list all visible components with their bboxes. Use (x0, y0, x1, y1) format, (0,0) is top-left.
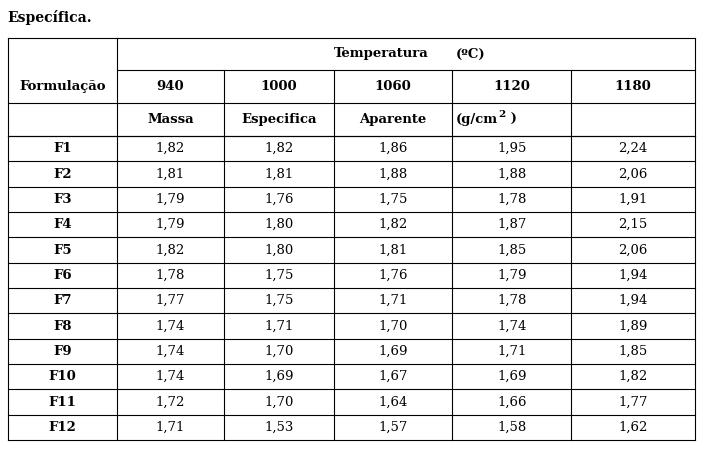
Text: 1,79: 1,79 (497, 269, 527, 282)
Text: 1,88: 1,88 (497, 167, 527, 180)
Text: F3: F3 (53, 193, 72, 206)
Text: 1,91: 1,91 (619, 193, 648, 206)
Text: 1,81: 1,81 (264, 167, 294, 180)
Text: 1,69: 1,69 (264, 370, 294, 383)
Text: 1,71: 1,71 (497, 345, 527, 358)
Text: F1: F1 (53, 142, 72, 155)
Text: 1,85: 1,85 (619, 345, 647, 358)
Text: 1120: 1120 (494, 80, 530, 93)
Text: 1,76: 1,76 (264, 193, 294, 206)
Text: 1,66: 1,66 (497, 396, 527, 409)
Text: 1,69: 1,69 (497, 370, 527, 383)
Text: 940: 940 (157, 80, 184, 93)
Text: F10: F10 (49, 370, 76, 383)
Text: 1,53: 1,53 (264, 421, 294, 434)
Text: F8: F8 (53, 320, 72, 333)
Text: Massa: Massa (147, 113, 194, 126)
Text: 1,62: 1,62 (619, 421, 648, 434)
Text: 1,74: 1,74 (156, 320, 185, 333)
Text: 1,77: 1,77 (619, 396, 648, 409)
Text: 1,75: 1,75 (264, 294, 294, 307)
Text: 1,82: 1,82 (378, 218, 408, 231)
Text: F9: F9 (53, 345, 72, 358)
Text: 1,94: 1,94 (619, 269, 648, 282)
Text: (g/cm: (g/cm (456, 113, 498, 126)
Text: (ºC): (ºC) (456, 48, 486, 61)
Text: 1,95: 1,95 (497, 142, 527, 155)
Text: 1,81: 1,81 (378, 243, 408, 256)
Text: 1,82: 1,82 (156, 243, 185, 256)
Text: Aparente: Aparente (359, 113, 427, 126)
Text: 1,74: 1,74 (156, 370, 185, 383)
Text: 1,80: 1,80 (264, 218, 294, 231)
Text: 1,82: 1,82 (156, 142, 185, 155)
Text: 2,06: 2,06 (619, 167, 648, 180)
Text: 1,79: 1,79 (156, 193, 185, 206)
Text: 1,87: 1,87 (497, 218, 527, 231)
Text: 1,80: 1,80 (264, 243, 294, 256)
Text: 1,70: 1,70 (378, 320, 408, 333)
Text: 1,64: 1,64 (378, 396, 408, 409)
Text: 2,24: 2,24 (619, 142, 647, 155)
Text: 1,82: 1,82 (619, 370, 647, 383)
Text: 1,71: 1,71 (156, 421, 185, 434)
Text: 1,75: 1,75 (378, 193, 408, 206)
Text: 2: 2 (498, 110, 505, 119)
Text: 1,70: 1,70 (264, 396, 294, 409)
Text: ): ) (506, 113, 517, 126)
Text: Específica.: Específica. (7, 10, 91, 25)
Text: 1000: 1000 (261, 80, 297, 93)
Text: 1,58: 1,58 (497, 421, 527, 434)
Text: 1,70: 1,70 (264, 345, 294, 358)
Text: 1,89: 1,89 (619, 320, 648, 333)
Text: 1,57: 1,57 (378, 421, 408, 434)
Text: 1,71: 1,71 (264, 320, 294, 333)
Text: 1,82: 1,82 (264, 142, 294, 155)
Text: 1,86: 1,86 (378, 142, 408, 155)
Text: 1,67: 1,67 (378, 370, 408, 383)
Text: 2,15: 2,15 (619, 218, 647, 231)
Text: 1,94: 1,94 (619, 294, 648, 307)
Text: Temperatura: Temperatura (333, 48, 428, 61)
Text: Formulação: Formulação (19, 80, 105, 93)
Text: 1,74: 1,74 (156, 345, 185, 358)
Text: 1,88: 1,88 (378, 167, 408, 180)
Text: F5: F5 (53, 243, 72, 256)
Text: F12: F12 (49, 421, 76, 434)
Text: 1,85: 1,85 (497, 243, 527, 256)
Text: 2,06: 2,06 (619, 243, 648, 256)
Text: 1,75: 1,75 (264, 269, 294, 282)
Text: 1,69: 1,69 (378, 345, 408, 358)
Text: 1,81: 1,81 (156, 167, 185, 180)
Text: 1,74: 1,74 (497, 320, 527, 333)
Text: 1,72: 1,72 (156, 396, 185, 409)
Text: 1,71: 1,71 (378, 294, 408, 307)
Text: F2: F2 (53, 167, 72, 180)
Text: 1180: 1180 (615, 80, 652, 93)
Text: F7: F7 (53, 294, 72, 307)
Text: 1,78: 1,78 (497, 193, 527, 206)
Text: 1,79: 1,79 (156, 218, 185, 231)
Text: 1,77: 1,77 (156, 294, 185, 307)
Text: F4: F4 (53, 218, 72, 231)
Text: 1060: 1060 (375, 80, 411, 93)
Text: 1,78: 1,78 (497, 294, 527, 307)
Text: Especifica: Especifica (241, 113, 317, 126)
Text: 1,78: 1,78 (156, 269, 185, 282)
Text: F6: F6 (53, 269, 72, 282)
Text: 1,76: 1,76 (378, 269, 408, 282)
Text: F11: F11 (49, 396, 76, 409)
